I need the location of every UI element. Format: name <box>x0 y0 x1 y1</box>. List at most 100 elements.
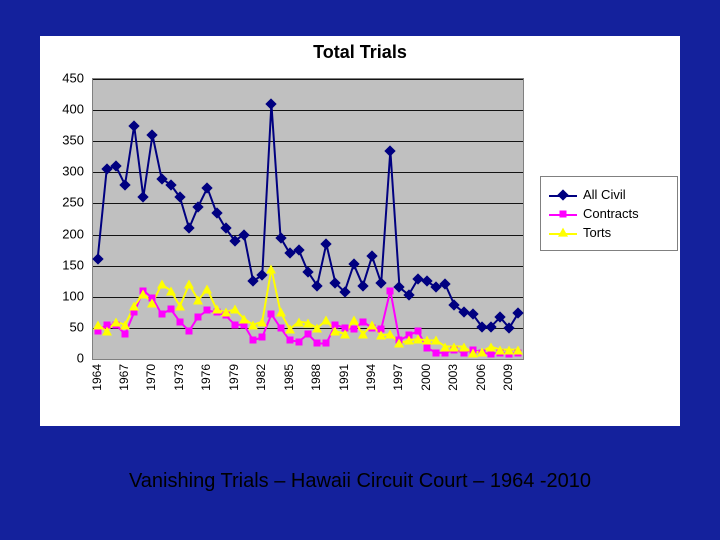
series-marker <box>350 326 357 333</box>
plot-wrap: 050100150200250300350400450 196419671970… <box>92 78 522 358</box>
y-tick-label: 0 <box>44 351 84 366</box>
series-marker <box>166 286 176 295</box>
series-marker <box>460 308 468 316</box>
x-tick-label: 1970 <box>144 364 158 391</box>
series-marker <box>103 165 111 173</box>
legend-swatch <box>549 207 577 221</box>
x-tick-label: 1997 <box>391 364 405 391</box>
series-marker <box>385 330 395 339</box>
x-tick-label: 1994 <box>364 364 378 391</box>
series-marker <box>340 330 350 339</box>
series-marker <box>405 291 413 299</box>
legend-label: Torts <box>583 225 611 240</box>
series-marker <box>230 305 240 314</box>
series-marker <box>368 252 376 260</box>
series-marker <box>258 271 266 279</box>
series-marker <box>213 209 221 217</box>
x-tick-label: 2003 <box>446 364 460 391</box>
series-marker <box>277 324 284 331</box>
series-marker <box>423 277 431 285</box>
series-marker <box>121 181 129 189</box>
series-line <box>98 104 519 328</box>
y-tick-label: 400 <box>44 102 84 117</box>
series-marker <box>185 224 193 232</box>
series-marker <box>321 316 331 325</box>
x-tick-label: 1985 <box>282 364 296 391</box>
series-marker <box>175 302 185 311</box>
series-marker <box>314 340 321 347</box>
series-marker <box>414 275 422 283</box>
series-marker <box>313 282 321 290</box>
x-tick-label: 1988 <box>309 364 323 391</box>
series-marker <box>304 268 312 276</box>
series-marker <box>186 328 193 335</box>
legend-swatch <box>549 226 577 240</box>
series-marker <box>487 351 494 358</box>
x-tick-label: 1967 <box>117 364 131 391</box>
x-tick-label: 1979 <box>227 364 241 391</box>
series-marker <box>341 288 349 296</box>
x-tick-label: 2009 <box>501 364 515 391</box>
series-marker <box>423 344 430 351</box>
series-marker <box>122 331 129 338</box>
caption: Vanishing Trials – Hawaii Circuit Court … <box>0 470 720 493</box>
series-marker <box>147 299 157 308</box>
caption-text: Vanishing Trials – Hawaii Circuit Court … <box>129 470 591 493</box>
series-marker <box>158 311 165 318</box>
legend: All CivilContractsTorts <box>540 176 678 251</box>
series-marker <box>276 308 286 317</box>
series-marker <box>266 264 276 273</box>
series-marker <box>350 260 358 268</box>
legend-label: Contracts <box>583 206 639 221</box>
series-marker <box>240 231 248 239</box>
series-marker <box>249 277 257 285</box>
series-marker <box>277 234 285 242</box>
series-marker <box>129 302 139 311</box>
series-marker <box>112 162 120 170</box>
series-marker <box>138 289 148 298</box>
series-marker <box>395 283 403 291</box>
series-marker <box>158 175 166 183</box>
series-marker <box>514 309 522 317</box>
series-marker <box>505 324 513 332</box>
series-marker <box>184 280 194 289</box>
series-marker <box>433 349 440 356</box>
series-marker <box>322 240 330 248</box>
y-tick-label: 250 <box>44 195 84 210</box>
slide: Total Trials 050100150200250300350400450… <box>0 0 720 540</box>
series-marker <box>487 323 495 331</box>
series-marker <box>102 327 112 336</box>
y-tick-label: 50 <box>44 319 84 334</box>
x-tick-label: 1976 <box>199 364 213 391</box>
series-marker <box>295 246 303 254</box>
series-marker <box>130 122 138 130</box>
series-marker <box>387 287 394 294</box>
y-tick-label: 350 <box>44 133 84 148</box>
series-marker <box>267 100 275 108</box>
series-marker <box>148 131 156 139</box>
series-marker <box>441 280 449 288</box>
series-marker <box>176 318 183 325</box>
series-marker <box>193 295 203 304</box>
y-tick-label: 100 <box>44 288 84 303</box>
series-marker <box>432 283 440 291</box>
plot-area <box>92 78 524 360</box>
series-marker <box>349 316 359 325</box>
series-marker <box>450 301 458 309</box>
series-marker <box>176 193 184 201</box>
series-marker <box>202 285 212 294</box>
series-marker <box>367 320 377 329</box>
series-marker <box>139 193 147 201</box>
x-tick-label: 2006 <box>474 364 488 391</box>
legend-item: Contracts <box>549 206 669 221</box>
chart-panel: Total Trials 050100150200250300350400450… <box>40 36 680 426</box>
series-marker <box>222 224 230 232</box>
legend-swatch <box>549 188 577 202</box>
series-marker <box>513 345 523 354</box>
series-marker <box>295 338 302 345</box>
series-marker <box>414 328 421 335</box>
series-marker <box>286 337 293 344</box>
series-marker <box>358 330 368 339</box>
series-marker <box>250 337 257 344</box>
x-tick-label: 1991 <box>337 364 351 391</box>
